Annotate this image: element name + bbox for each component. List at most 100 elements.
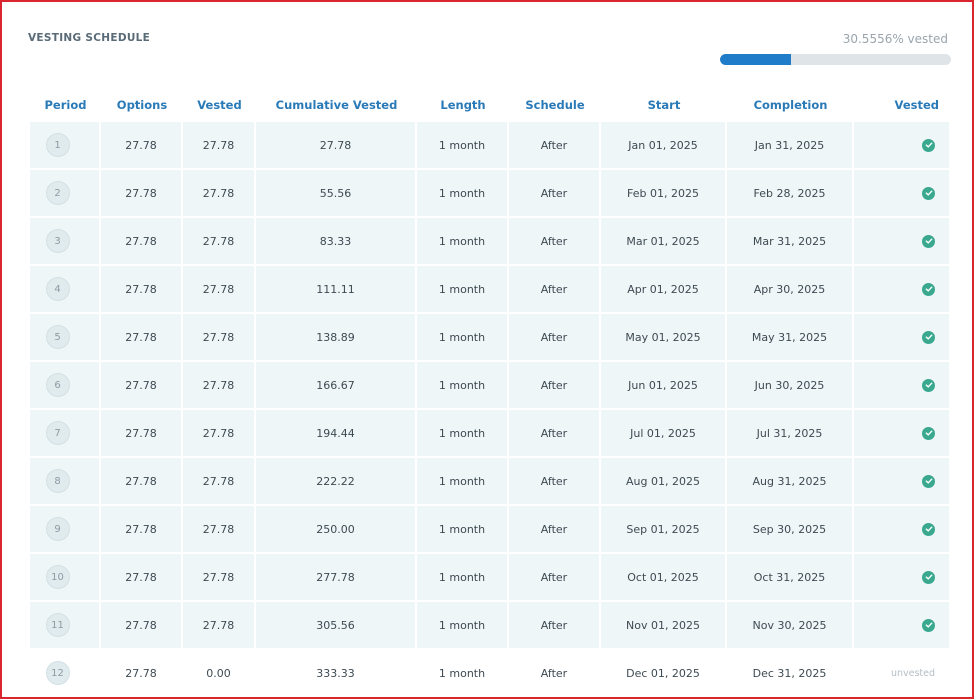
completion-cell: Feb 28, 2025: [727, 170, 854, 216]
vested-cell: 27.78: [183, 410, 256, 456]
cumulative-cell: 333.33: [256, 650, 417, 696]
cumulative-cell: 250.00: [256, 506, 417, 552]
options-cell: 27.78: [101, 410, 183, 456]
period-badge: 10: [45, 565, 70, 589]
start-cell: Apr 01, 2025: [601, 266, 727, 312]
cumulative-cell: 83.33: [256, 218, 417, 264]
period-badge: 8: [45, 469, 70, 493]
schedule-cell: After: [509, 650, 601, 696]
completion-cell: Apr 30, 2025: [727, 266, 854, 312]
period-badge: 12: [45, 661, 70, 685]
period-cell: 2: [30, 170, 101, 216]
completion-cell: Dec 31, 2025: [727, 650, 854, 696]
options-cell: 27.78: [101, 314, 183, 360]
schedule-cell: After: [509, 266, 601, 312]
period-cell: 10: [30, 554, 101, 600]
status-cell: [854, 218, 949, 264]
length-cell: 1 month: [417, 218, 509, 264]
options-cell: 27.78: [101, 362, 183, 408]
status-cell: [854, 458, 949, 504]
options-cell: 27.78: [101, 122, 183, 168]
vesting-progress-bar: [720, 54, 951, 65]
table-row: 1 27.78 27.78 27.78 1 month After Jan 01, 2025…: [30, 122, 949, 168]
cumulative-cell: 111.11: [256, 266, 417, 312]
check-circle-icon: [922, 618, 935, 632]
check-circle-icon: [922, 570, 935, 584]
vested-cell: 27.78: [183, 458, 256, 504]
length-cell: 1 month: [417, 122, 509, 168]
cumulative-cell: 194.44: [256, 410, 417, 456]
col-start: Start: [647, 98, 681, 112]
table-row: 10 27.78 27.78 277.78 1 month After Oct 01, 20…: [30, 554, 949, 600]
length-cell: 1 month: [417, 170, 509, 216]
length-cell: 1 month: [417, 314, 509, 360]
length-cell: 1 month: [417, 506, 509, 552]
check-circle-icon: [922, 330, 935, 344]
period-badge: 11: [45, 613, 70, 637]
table-row: 11 27.78 27.78 305.56 1 month After Nov 01, 20…: [30, 602, 949, 648]
period-cell: 7: [30, 410, 101, 456]
schedule-cell: After: [509, 218, 601, 264]
start-cell: Aug 01, 2025: [601, 458, 727, 504]
table-row: 9 27.78 27.78 250.00 1 month After Sep 01, 202…: [30, 506, 949, 552]
length-cell: 1 month: [417, 554, 509, 600]
length-cell: 1 month: [417, 602, 509, 648]
check-circle-icon: [922, 234, 935, 248]
table-row: 12 27.78 0.00 333.33 1 month After Dec 01, 202…: [30, 650, 949, 696]
period-cell: 5: [30, 314, 101, 360]
vested-cell: 27.78: [183, 266, 256, 312]
period-badge: 9: [45, 517, 70, 541]
status-cell: unvested: [854, 650, 949, 696]
vested-cell: 27.78: [183, 602, 256, 648]
vested-cell: 27.78: [183, 362, 256, 408]
options-cell: 27.78: [101, 506, 183, 552]
completion-cell: Oct 31, 2025: [727, 554, 854, 600]
vesting-progress-fill: [720, 54, 791, 65]
col-length: Length: [440, 98, 486, 112]
schedule-cell: After: [509, 602, 601, 648]
cumulative-cell: 55.56: [256, 170, 417, 216]
period-cell: 12: [30, 650, 101, 696]
cumulative-cell: 138.89: [256, 314, 417, 360]
table-row: 6 27.78 27.78 166.67 1 month After Jun 01, 202…: [30, 362, 949, 408]
vested-cell: 27.78: [183, 170, 256, 216]
col-period: Period: [44, 98, 87, 112]
period-badge: 7: [45, 421, 70, 445]
start-cell: Jul 01, 2025: [601, 410, 727, 456]
col-schedule: Schedule: [525, 98, 585, 112]
options-cell: 27.78: [101, 650, 183, 696]
vested-cell: 27.78: [183, 506, 256, 552]
schedule-cell: After: [509, 554, 601, 600]
schedule-cell: After: [509, 122, 601, 168]
schedule-cell: After: [509, 506, 601, 552]
start-cell: Jun 01, 2025: [601, 362, 727, 408]
schedule-cell: After: [509, 362, 601, 408]
unvested-label: unvested: [890, 667, 935, 679]
vesting-table-body: 1 27.78 27.78 27.78 1 month After Jan 01, 2025…: [30, 122, 949, 698]
period-cell: 6: [30, 362, 101, 408]
schedule-cell: After: [509, 458, 601, 504]
vested-cell: 27.78: [183, 554, 256, 600]
options-cell: 27.78: [101, 554, 183, 600]
table-row: 8 27.78 27.78 222.22 1 month After Aug 01, 202…: [30, 458, 949, 504]
period-badge: 6: [45, 373, 70, 397]
period-badge: 1: [45, 133, 70, 157]
completion-cell: Jul 31, 2025: [727, 410, 854, 456]
schedule-cell: After: [509, 170, 601, 216]
completion-cell: Jun 30, 2025: [727, 362, 854, 408]
completion-cell: Aug 31, 2025: [727, 458, 854, 504]
start-cell: Oct 01, 2025: [601, 554, 727, 600]
col-completion: Completion: [753, 98, 828, 112]
start-cell: May 01, 2025: [601, 314, 727, 360]
period-badge: 4: [45, 277, 70, 301]
status-cell: [854, 314, 949, 360]
length-cell: 1 month: [417, 650, 509, 696]
completion-cell: May 31, 2025: [727, 314, 854, 360]
status-cell: [854, 266, 949, 312]
check-circle-icon: [922, 522, 935, 536]
period-cell: 8: [30, 458, 101, 504]
check-circle-icon: [922, 426, 935, 440]
table-row: 5 27.78 27.78 138.89 1 month After May 01, 202…: [30, 314, 949, 360]
options-cell: 27.78: [101, 218, 183, 264]
